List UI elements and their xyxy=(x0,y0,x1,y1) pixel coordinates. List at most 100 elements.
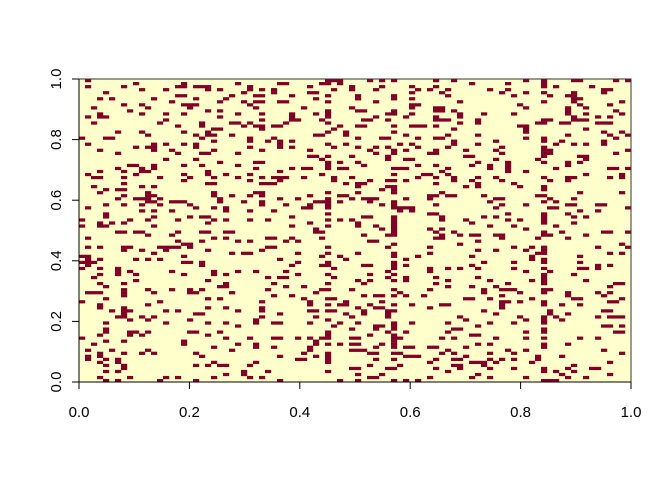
heatmap-cell xyxy=(139,88,146,92)
heatmap-cell xyxy=(277,145,284,149)
heatmap-cell xyxy=(241,91,248,95)
heatmap-cell xyxy=(289,112,296,116)
heatmap-cell xyxy=(571,175,578,180)
heatmap-cell xyxy=(187,175,194,180)
heatmap-cell xyxy=(103,285,110,289)
heatmap-cell xyxy=(625,133,632,137)
heatmap-cell xyxy=(619,191,626,195)
heatmap-cell xyxy=(115,151,122,155)
heatmap-cell xyxy=(403,166,410,171)
heatmap-cell xyxy=(373,197,380,201)
heatmap-cell xyxy=(541,288,548,292)
heatmap-cell xyxy=(115,197,122,201)
heatmap-cell xyxy=(469,263,476,268)
heatmap-cell xyxy=(607,360,614,365)
heatmap-cell xyxy=(181,260,188,265)
heatmap-cell xyxy=(367,197,374,201)
heatmap-cell xyxy=(103,91,110,95)
heatmap-cell xyxy=(97,191,104,195)
heatmap-cell xyxy=(331,88,338,92)
heatmap-cell xyxy=(97,282,104,286)
heatmap-cell xyxy=(127,269,134,274)
heatmap-cell xyxy=(127,333,134,337)
heatmap-cell xyxy=(487,224,494,228)
heatmap-cell xyxy=(235,82,242,86)
heatmap-cell xyxy=(97,245,104,249)
heatmap-cell xyxy=(493,197,500,201)
heatmap-cell xyxy=(253,321,260,325)
heatmap-cell xyxy=(115,360,122,365)
heatmap-cell xyxy=(223,372,230,377)
heatmap-cell xyxy=(541,221,548,225)
heatmap-cell xyxy=(403,275,410,280)
heatmap-cell xyxy=(475,360,482,365)
heatmap-cell xyxy=(415,354,422,358)
heatmap-cell xyxy=(325,79,332,83)
heatmap-cell xyxy=(85,254,92,258)
heatmap-cell xyxy=(583,375,590,380)
heatmap-cell xyxy=(91,260,98,265)
heatmap-cell xyxy=(157,197,164,201)
heatmap-cell xyxy=(283,269,290,274)
heatmap-cell xyxy=(121,194,128,198)
heatmap-cell xyxy=(505,282,512,286)
heatmap-cell xyxy=(451,175,458,180)
heatmap-cell xyxy=(595,115,602,119)
heatmap-cell xyxy=(247,85,254,89)
heatmap-cell xyxy=(601,139,608,143)
heatmap-cell xyxy=(547,206,554,210)
heatmap-cell xyxy=(127,318,134,322)
heatmap-cell xyxy=(79,260,86,265)
heatmap-cell xyxy=(181,85,188,89)
heatmap-cell xyxy=(145,318,152,322)
heatmap-cell xyxy=(475,275,482,280)
heatmap-cell xyxy=(451,194,458,198)
heatmap-cell xyxy=(415,145,422,149)
heatmap-cell xyxy=(175,85,182,89)
heatmap-cell xyxy=(499,91,506,95)
heatmap-cell xyxy=(493,360,500,365)
heatmap-cell xyxy=(253,166,260,171)
heatmap-cell xyxy=(247,121,254,125)
heatmap-cell xyxy=(415,175,422,180)
heatmap-cell xyxy=(577,154,584,158)
heatmap-cell xyxy=(433,109,440,113)
heatmap-cell xyxy=(559,372,566,377)
heatmap-cell xyxy=(391,357,398,361)
heatmap-cell xyxy=(433,136,440,140)
heatmap-cell xyxy=(277,378,284,383)
heatmap-cell xyxy=(247,136,254,140)
heatmap-cell xyxy=(325,245,332,249)
heatmap-cell xyxy=(91,291,98,295)
heatmap-cell xyxy=(511,266,518,271)
heatmap-cell xyxy=(325,330,332,334)
heatmap-cell xyxy=(163,157,170,162)
heatmap-cell xyxy=(613,136,620,140)
heatmap-cell xyxy=(541,185,548,189)
heatmap-cell xyxy=(97,266,104,271)
heatmap-cell xyxy=(409,142,416,146)
heatmap-cell xyxy=(271,345,278,349)
heatmap-cell xyxy=(205,278,212,283)
heatmap-cell xyxy=(259,175,266,180)
heatmap-cell xyxy=(151,351,158,355)
heatmap-cell xyxy=(595,366,602,371)
heatmap-cell xyxy=(547,151,554,155)
heatmap-cell xyxy=(391,333,398,337)
heatmap-cell xyxy=(523,348,530,352)
heatmap-cell xyxy=(583,127,590,131)
heatmap-cell xyxy=(313,230,320,234)
heatmap-cell xyxy=(403,294,410,298)
heatmap-cell xyxy=(559,139,566,143)
heatmap-cell xyxy=(277,82,284,86)
heatmap-cell xyxy=(139,103,146,107)
heatmap-cell xyxy=(457,121,464,125)
heatmap-cell xyxy=(289,294,296,298)
heatmap-cell xyxy=(541,200,548,204)
heatmap-cell xyxy=(325,288,332,292)
heatmap-cell xyxy=(205,133,212,137)
heatmap-cell xyxy=(367,239,374,243)
heatmap-cell xyxy=(193,103,200,107)
heatmap-cell xyxy=(145,330,152,334)
heatmap-cell xyxy=(565,236,572,240)
